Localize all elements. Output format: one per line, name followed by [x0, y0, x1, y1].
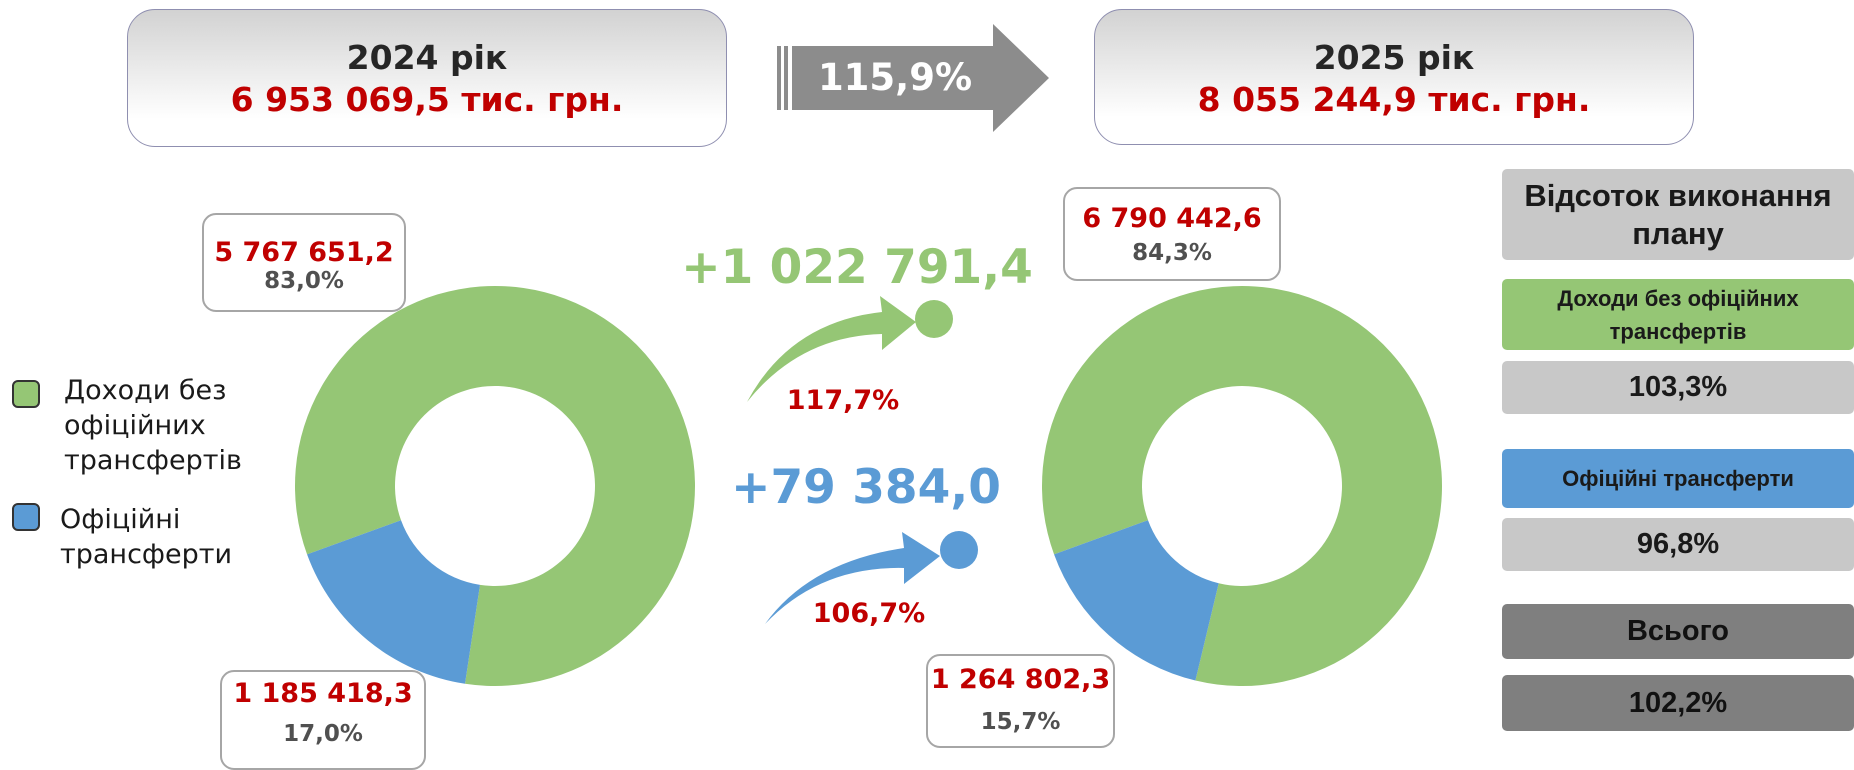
donut-slice — [1054, 520, 1219, 681]
legend-swatch — [12, 380, 40, 408]
growth-arrow — [777, 24, 1049, 132]
plan-row-label: Офіційні трансферти — [1502, 449, 1854, 508]
legend-swatch — [12, 503, 40, 531]
change-percent: 117,7% — [786, 385, 900, 416]
end-amount: 8 055 244,9 тис. грн. — [1197, 80, 1591, 119]
graphics — [295, 24, 1443, 686]
change-arrow — [765, 532, 940, 624]
percent-label: 84,3% — [1132, 240, 1212, 266]
plan-row-value: 103,3% — [1502, 361, 1854, 414]
label-box: 5 767 651,2 83,0% — [202, 213, 406, 312]
change-percent: 106,7% — [812, 598, 926, 629]
amount-label: 1 264 802,3 — [930, 664, 1111, 695]
amount-label: 1 185 418,3 — [233, 678, 413, 709]
percent-label: 17,0% — [283, 721, 363, 747]
change-amount: +79 384,0 — [731, 460, 1001, 515]
end-box: 2025 рік 8 055 244,9 тис. грн. — [1094, 9, 1694, 145]
plan-row-value: 96,8% — [1502, 518, 1854, 571]
change-arrow — [747, 296, 916, 402]
amount-label: 5 767 651,2 — [214, 237, 394, 268]
change-dot — [915, 300, 953, 338]
start-amount: 6 953 069,5 тис. грн. — [230, 80, 624, 119]
start-year: 2024 рік — [346, 38, 508, 77]
legend-label: Доходи без офіційних трансфертів — [64, 375, 242, 476]
donut-slice — [307, 520, 481, 684]
plan-title: Відсоток виконання плану — [1502, 169, 1854, 260]
label-box: 1 264 802,3 15,7% — [926, 654, 1115, 748]
percent-label: 15,7% — [980, 709, 1061, 735]
label-box: 6 790 442,6 84,3% — [1063, 187, 1281, 281]
plan-row-label: Доходи без офіційних трансфертів — [1502, 279, 1854, 350]
label-box: 1 185 418,3 17,0% — [220, 670, 426, 770]
donut-slice — [295, 285, 695, 686]
change-dot — [940, 531, 978, 569]
legend-label: Офіційні трансферти — [60, 504, 233, 570]
page: 2024 рік 6 953 069,5 тис. грн. 115,9% 20… — [12, 9, 1854, 770]
percent-label: 83,0% — [264, 268, 344, 294]
plan-row-value: 102,2% — [1502, 675, 1854, 731]
donut-slice — [1042, 285, 1443, 686]
change-amount: +1 022 791,4 — [681, 240, 1033, 295]
growth-label: 115,9% — [817, 56, 973, 99]
end-year: 2025 рік — [1313, 38, 1475, 77]
plan-row-label: Всього — [1502, 604, 1854, 659]
amount-label: 6 790 442,6 — [1082, 203, 1262, 234]
start-box: 2024 рік 6 953 069,5 тис. грн. — [127, 9, 727, 147]
